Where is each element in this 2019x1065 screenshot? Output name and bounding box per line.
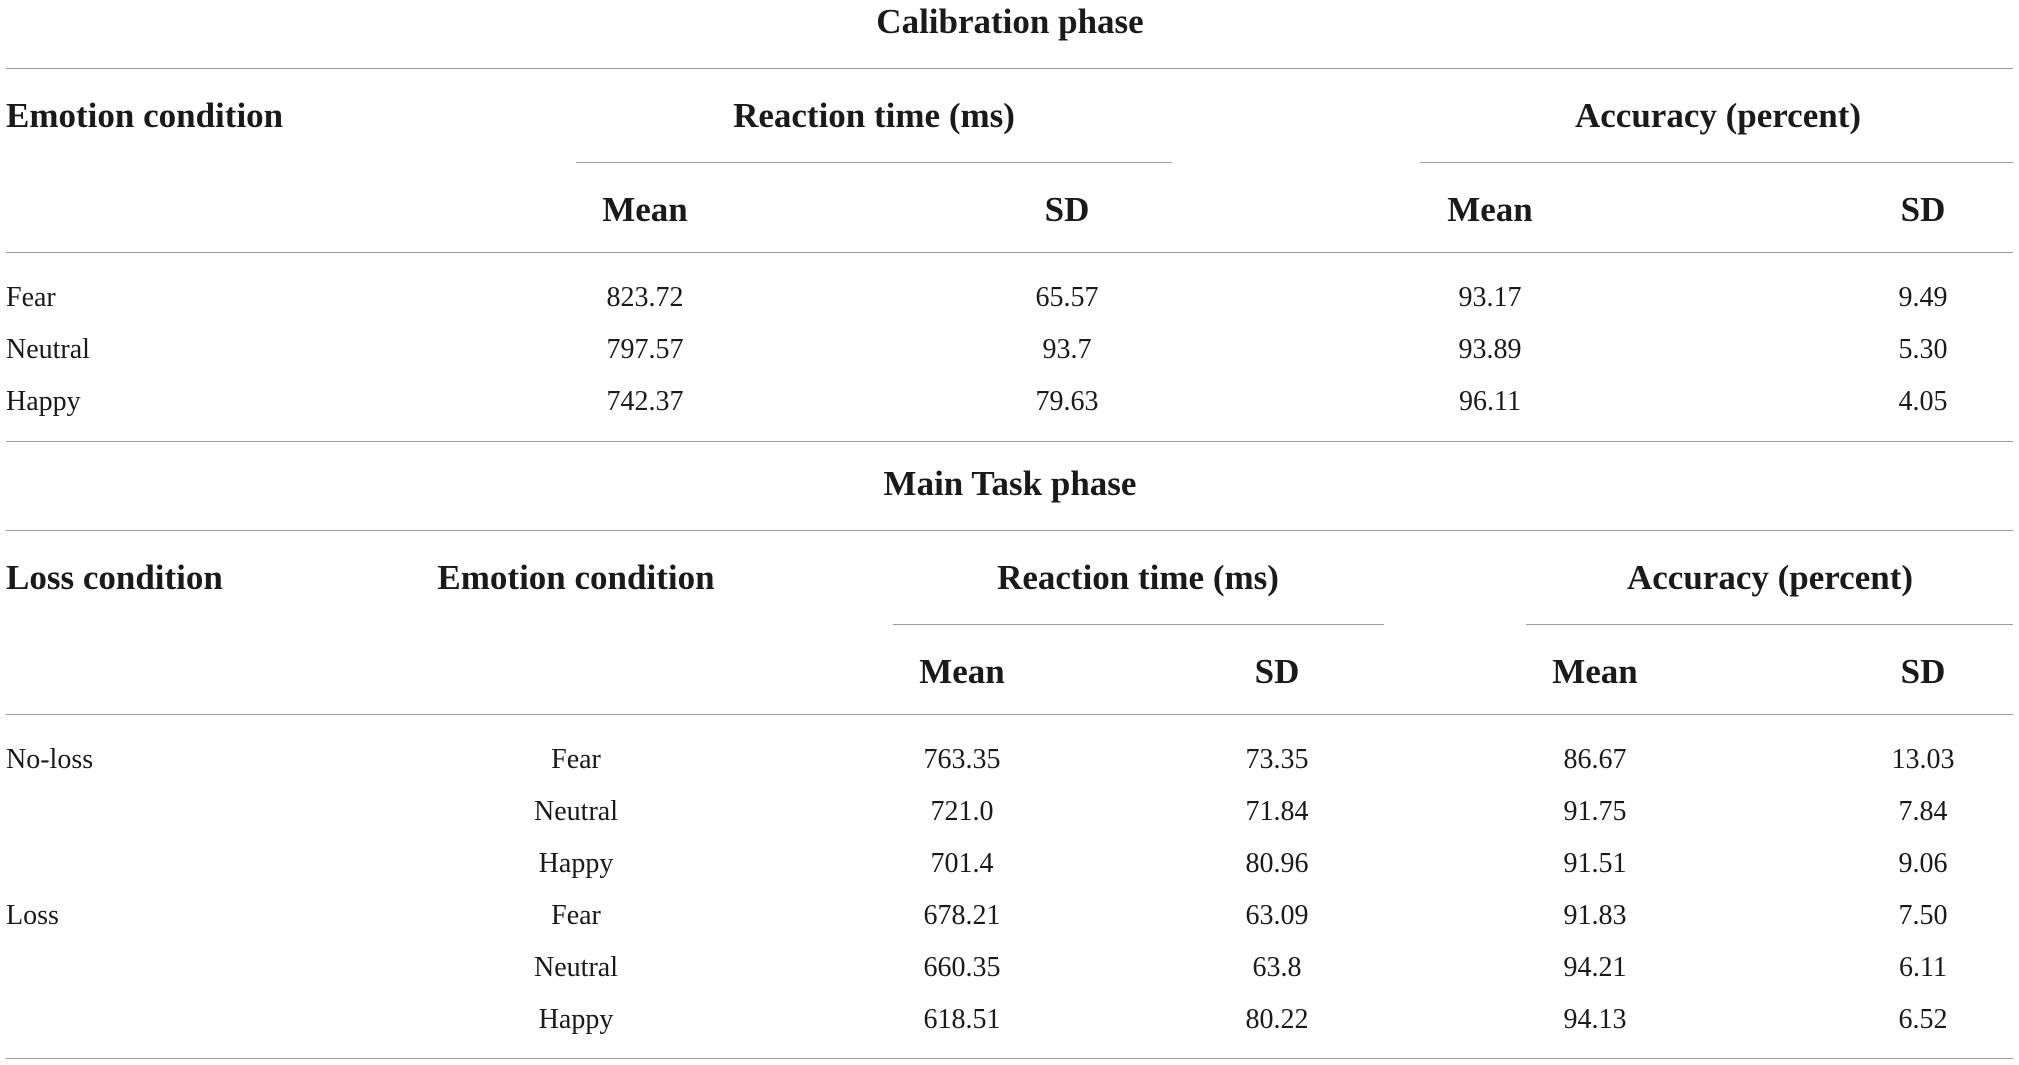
main-task-header-loss-condition: Loss condition [6,558,223,597]
main-task-cell-acc-mean: 94.13 [1563,1004,1627,1035]
calibration-cell-rt-sd: 93.7 [1042,334,1092,365]
main-task-cell-emotion: Happy [538,1004,614,1035]
calibration-cell-acc-mean: 96.11 [1459,386,1521,417]
main-task-top-rule [6,530,2013,531]
main-task-cell-rt-sd: 71.84 [1245,796,1309,827]
main-task-cell-emotion: Happy [538,848,614,879]
main-task-cell-acc-mean: 91.75 [1563,796,1627,827]
calibration-cell-acc-mean: 93.89 [1458,334,1522,365]
main-task-rt-subrule [893,624,1384,625]
calibration-header-rule [6,252,2013,253]
main-task-cell-emotion: Fear [551,744,601,775]
calibration-cell-rt-sd: 65.57 [1035,282,1099,313]
main-task-cell-emotion: Neutral [534,952,618,983]
calibration-cell-acc-sd: 9.49 [1898,282,1948,313]
calibration-cell-rt-sd: 79.63 [1035,386,1099,417]
main-task-cell-acc-sd: 6.52 [1898,1004,1948,1035]
main-task-cell-rt-sd: 63.09 [1245,900,1309,931]
main-task-cell-acc-mean: 91.83 [1563,900,1627,931]
main-task-cell-acc-sd: 9.06 [1898,848,1948,879]
main-task-cell-rt-mean: 660.35 [923,952,1001,983]
main-task-header-accuracy: Accuracy (percent) [1626,558,1914,597]
main-task-bottom-rule [6,1058,2013,1059]
calibration-header-accuracy: Accuracy (percent) [1574,96,1862,135]
calibration-acc-subrule [1420,162,2013,163]
main-task-cell-rt-mean: 618.51 [923,1004,1001,1035]
main-task-cell-loss: Loss [6,900,59,931]
main-task-cell-rt-sd: 63.8 [1252,952,1302,983]
main-task-cell-rt-sd: 80.22 [1245,1004,1309,1035]
calibration-header-acc-mean: Mean [1447,190,1533,229]
main-task-header-rule [6,714,2013,715]
main-task-cell-rt-sd: 80.96 [1245,848,1309,879]
calibration-cell-emotion: Happy [6,386,81,417]
calibration-cell-acc-sd: 4.05 [1898,386,1948,417]
main-task-cell-emotion: Fear [551,900,601,931]
calibration-rt-subrule [576,162,1172,163]
main-task-cell-rt-mean: 721.0 [930,796,994,827]
calibration-header-rt-mean: Mean [602,190,688,229]
calibration-header-reaction-time: Reaction time (ms) [733,96,1015,135]
calibration-header-acc-sd: SD [1900,190,1946,229]
main-task-header-reaction-time: Reaction time (ms) [997,558,1279,597]
main-task-cell-acc-sd: 6.11 [1899,952,1947,983]
calibration-top-rule [6,68,2013,69]
main-task-acc-subrule [1526,624,2013,625]
calibration-header-rt-sd: SD [1044,190,1090,229]
main-task-title: Main Task phase [883,464,1137,503]
main-task-cell-rt-sd: 73.35 [1245,744,1309,775]
main-task-cell-loss: No-loss [6,744,94,775]
main-task-header-rt-mean: Mean [919,652,1005,691]
main-task-cell-acc-mean: 91.51 [1563,848,1627,879]
main-task-header-rt-sd: SD [1254,652,1300,691]
main-task-cell-acc-sd: 7.50 [1898,900,1948,931]
calibration-header-emotion-condition: Emotion condition [6,96,284,135]
main-task-header-emotion-condition: Emotion condition [437,558,715,597]
main-task-cell-rt-mean: 763.35 [923,744,1001,775]
main-task-cell-acc-sd: 7.84 [1898,796,1948,827]
calibration-cell-rt-mean: 823.72 [606,282,684,313]
main-task-cell-acc-mean: 86.67 [1563,744,1627,775]
main-task-cell-rt-mean: 701.4 [930,848,994,879]
calibration-cell-rt-mean: 742.37 [606,386,684,417]
main-task-cell-rt-mean: 678.21 [923,900,1001,931]
calibration-cell-emotion: Neutral [6,334,90,365]
main-task-cell-acc-mean: 94.21 [1563,952,1627,983]
main-task-header-acc-mean: Mean [1552,652,1638,691]
calibration-title: Calibration phase [876,2,1144,41]
calibration-cell-acc-sd: 5.30 [1898,334,1948,365]
calibration-cell-rt-mean: 797.57 [606,334,684,365]
calibration-bottom-rule [6,441,2013,442]
calibration-cell-acc-mean: 93.17 [1458,282,1522,313]
calibration-cell-emotion: Fear [6,282,56,313]
main-task-header-acc-sd: SD [1900,652,1946,691]
main-task-cell-emotion: Neutral [534,796,618,827]
main-task-cell-acc-sd: 13.03 [1891,744,1955,775]
